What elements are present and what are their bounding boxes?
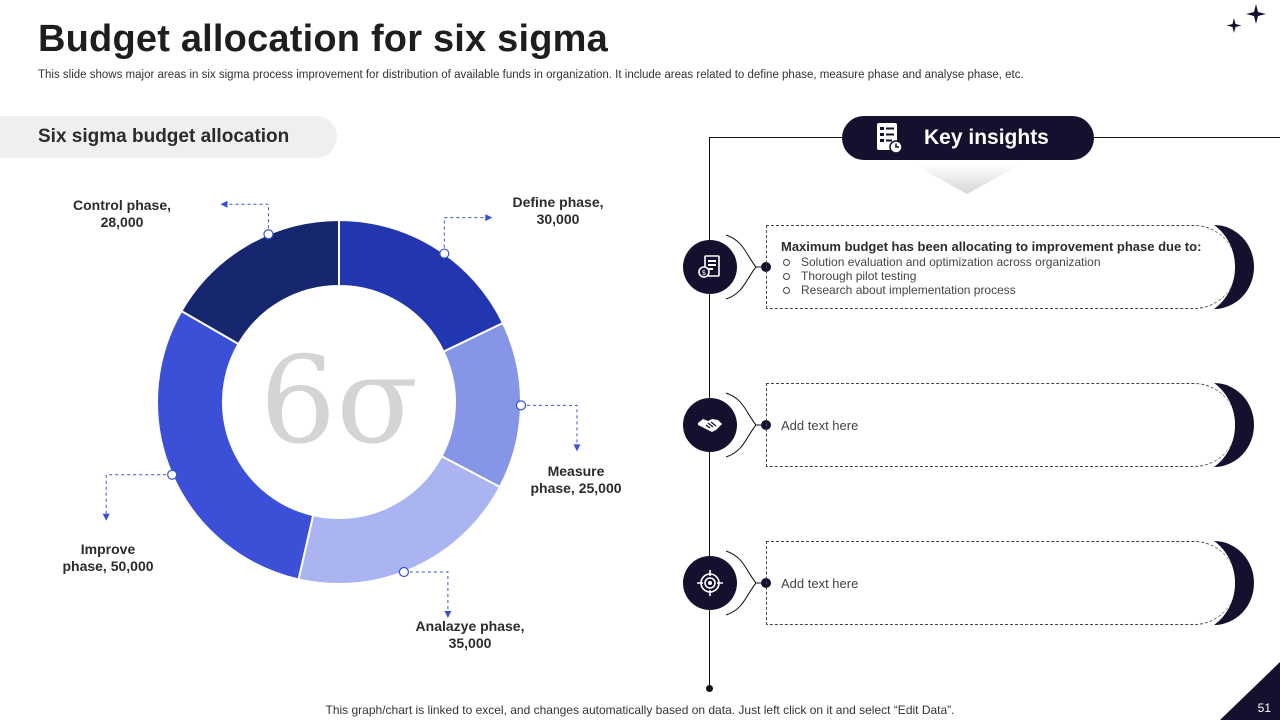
slice-data-label: phase, 50,000 — [62, 558, 153, 574]
sparkle-stars-icon — [1226, 4, 1266, 33]
footnote: This graph/chart is linked to excel, and… — [325, 703, 955, 717]
slice-anchor-dot — [263, 229, 274, 240]
insight-2-card-cap — [1214, 383, 1254, 467]
label-leader-line — [520, 404, 578, 446]
pointer-shadow — [913, 164, 1021, 194]
insight-1-card-cap — [1214, 225, 1254, 309]
slice-anchor-dot — [515, 400, 527, 411]
slice-data-label: Measure — [548, 463, 605, 479]
leader-arrowhead — [444, 611, 452, 619]
section-tab: Six sigma budget allocation — [0, 116, 337, 158]
slice-data-label: 30,000 — [537, 211, 580, 227]
insight-2-text: Add text here — [781, 418, 859, 433]
donut-slice — [297, 454, 502, 585]
insight-1-card: Maximum budget has been allocating to im… — [766, 225, 1236, 309]
donut-slice — [156, 309, 315, 581]
donut-slice — [180, 218, 340, 346]
six-sigma-symbol: 6σ — [260, 332, 418, 471]
leader-arrowhead — [220, 200, 228, 208]
insight-3-text: Add text here — [781, 576, 859, 591]
slice-data-label: phase, 25,000 — [530, 480, 621, 496]
insight-1-bullets: Solution evaluation and optimization acr… — [781, 255, 1101, 297]
leader-arrowhead — [102, 513, 110, 521]
label-leader-line — [443, 217, 487, 254]
page-subtitle: This slide shows major areas in six sigm… — [38, 69, 1024, 81]
insight-1-bullet: Research about implementation process — [781, 283, 1101, 297]
leader-arrowhead — [573, 444, 581, 452]
slice-data-label: Analazye phase, — [416, 618, 525, 634]
page-number: 51 — [1257, 701, 1271, 715]
key-insights-header: Key insights — [842, 116, 1094, 160]
slice-data-label: Control phase, — [73, 197, 171, 213]
insight-3-card: Add text here — [766, 541, 1236, 625]
label-leader-line — [105, 474, 173, 515]
insight-3-icon-badge — [683, 556, 737, 610]
slice-anchor-dot — [398, 566, 410, 578]
svg-text:$: $ — [702, 269, 706, 277]
page-title: Budget allocation for six sigma — [38, 18, 608, 60]
slice-data-label: 35,000 — [449, 635, 492, 651]
insight-2-connector — [725, 392, 771, 458]
label-leader-line — [403, 571, 449, 613]
label-leader-line — [226, 203, 269, 235]
checklist-icon — [877, 123, 903, 154]
insight-3-card-cap — [1214, 541, 1254, 625]
insight-1-title: Maximum budget has been allocating to im… — [781, 239, 1202, 254]
insight-1-bullet: Thorough pilot testing — [781, 269, 1101, 283]
key-insights-title: Key insights — [924, 126, 1049, 149]
insight-2-icon-badge — [683, 398, 737, 452]
insight-1-icon-badge: $ — [683, 240, 737, 294]
target-icon — [697, 570, 723, 596]
timeline-end-dot — [706, 685, 713, 692]
corner-triangle — [1220, 662, 1280, 720]
slice-data-label: Improve — [81, 541, 136, 557]
leader-arrowhead — [485, 214, 493, 222]
slice-data-label: 28,000 — [101, 214, 144, 230]
section-label: Six sigma budget allocation — [38, 126, 290, 147]
insight-1-connector — [725, 234, 771, 300]
slice-anchor-dot — [167, 469, 178, 480]
slice-data-label: Define phase, — [512, 194, 603, 210]
insight-3-connector — [725, 550, 771, 616]
insight-1-bullet: Solution evaluation and optimization acr… — [781, 255, 1101, 269]
handshake-icon — [698, 419, 722, 432]
budget-document-icon: $ — [698, 255, 720, 278]
slice-anchor-dot — [439, 248, 450, 259]
insight-2-card: Add text here — [766, 383, 1236, 467]
